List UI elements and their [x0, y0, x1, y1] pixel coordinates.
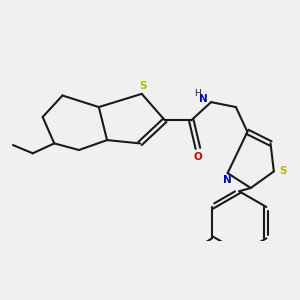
Text: N: N [223, 176, 232, 185]
Text: N: N [200, 94, 208, 104]
Text: S: S [279, 166, 287, 176]
Text: H: H [194, 89, 201, 98]
Text: S: S [140, 81, 147, 91]
Text: O: O [194, 152, 202, 162]
